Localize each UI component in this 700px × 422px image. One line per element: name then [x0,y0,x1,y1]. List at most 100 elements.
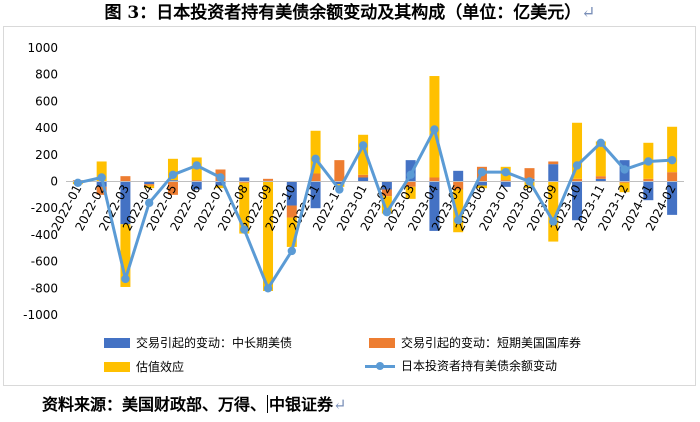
bar-short-term [167,181,178,195]
line-total-point [335,185,344,194]
bar-valuation [405,186,416,199]
bar-long-term [453,170,464,182]
bar-long-term [215,181,226,186]
bar-short-term [334,160,345,182]
bar-long-term [572,181,583,221]
bar-short-term [429,177,440,182]
bar-long-term [310,181,321,209]
bar-long-term [286,181,297,206]
line-total-point [453,216,463,225]
bar-short-term [643,178,654,182]
bar-short-term [500,180,511,182]
line-total-point [216,173,225,182]
bar-valuation [381,196,392,214]
legend-total-line-swatch [365,360,395,372]
bar-long-term [595,178,606,182]
y-tick-label: -200 [31,201,58,215]
line-total-point [620,165,629,174]
line-total-point [121,274,130,284]
bar-long-term [500,181,511,187]
line-total-point [644,157,653,166]
bar-valuation [619,182,630,193]
line-total-point [311,154,320,164]
bar-long-term [381,181,392,190]
bar-long-term [429,181,440,231]
bar-valuation [453,189,464,233]
source-text: 资料来源：美国财政部、万得、 中银证券 [42,395,334,414]
bar-short-term [548,161,559,165]
bar-short-term [310,173,321,182]
bar-short-term [667,172,678,182]
line-total-point [406,170,415,180]
bar-valuation [572,122,583,179]
legend-valuation-label: 估值效应 [136,360,185,374]
bar-valuation [215,185,226,189]
bar-valuation [120,224,131,287]
bar-long-term [191,181,202,190]
bar-long-term [239,177,250,182]
bar-short-term [381,189,392,197]
bar-short-term [263,178,274,181]
bar-long-term [334,181,345,185]
bar-short-term [144,184,155,186]
bar-valuation [286,217,297,247]
bar-short-term [524,168,535,179]
bar-short-term [358,174,369,178]
bar-short-term [453,181,464,190]
y-tick-label: -600 [31,255,58,269]
bar-valuation [310,130,321,174]
chart-title-text: 图 3：日本投资者持有美债余额变动及其构成（单位：亿美元） [104,3,582,23]
bar-short-term [286,205,297,218]
bar-valuation [239,182,250,234]
bar-short-term [405,181,416,187]
legend-short-term: 交易引起的变动：短期美国国库券 [369,336,581,350]
legend-long-term: 交易引起的变动：中长期美债 [104,336,292,350]
bar-valuation [595,141,606,177]
text-cursor [267,395,269,413]
legend-short-term-swatch [369,338,395,348]
bar-short-term [96,186,107,195]
bar-long-term [144,181,155,185]
source-note: 资料来源：美国财政部、万得、 中银证券↵ [42,392,346,418]
line-total-point [287,246,297,256]
line-total-point [358,141,368,150]
line-total-point [549,217,558,226]
bar-valuation [358,134,369,175]
y-tick-label: 600 [35,94,58,108]
bar-valuation [144,185,155,189]
bar-valuation [96,161,107,182]
line-total-point [97,173,106,182]
legend-total-line: 日本投资者持有美债余额变动 [365,359,557,373]
bar-long-term [120,181,131,225]
bar-valuation [476,185,487,189]
line-total-point [263,284,273,293]
y-tick-label: 200 [35,148,58,162]
line-total-point [525,177,534,186]
bar-valuation [263,181,274,291]
bar-short-term [120,176,131,182]
bar-long-term [476,181,487,186]
bar-long-term [643,181,654,201]
bar-long-term [667,181,678,215]
bar-long-term [358,177,369,182]
line-total-point [430,125,439,134]
legend-long-term-label: 交易引起的变动：中长期美债 [136,336,293,350]
bar-valuation [167,158,178,181]
bar-short-term [595,176,606,179]
bar-long-term [167,180,178,182]
line-total-point [572,161,582,170]
bar-short-term [572,178,583,182]
legend-long-term-swatch [104,338,130,348]
chart-frame: -1000 -800 -600 -400 -200 0 200 400 600 800 1000 20… [3,26,696,386]
legend-valuation: 估值效应 [104,360,184,374]
line-total-point [168,170,178,180]
y-tick-label: -1000 [23,308,58,322]
line-total-point [73,178,83,188]
return-mark-icon: ↵ [581,3,596,23]
y-tick-label: 800 [35,68,58,82]
line-total-point [240,225,249,234]
line-total-point [192,161,201,170]
bar-long-term [96,181,107,187]
legend-valuation-swatch [104,362,130,372]
bar-short-term [619,181,630,183]
